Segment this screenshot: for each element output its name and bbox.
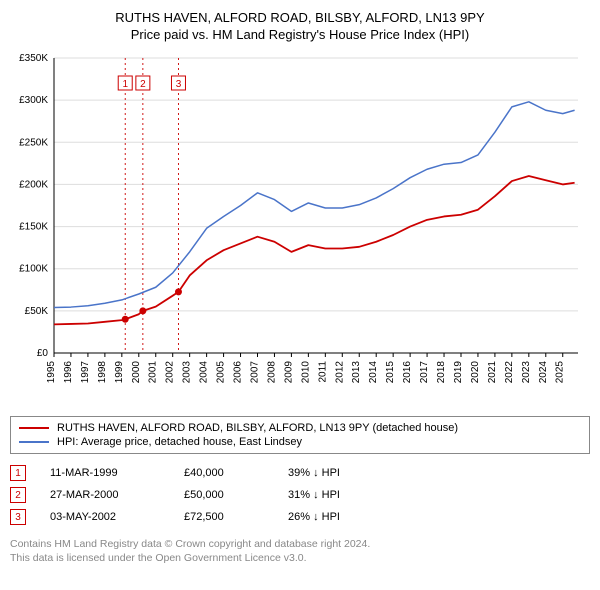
x-tick-label: 2021 (487, 361, 498, 384)
x-tick-label: 2005 (216, 361, 227, 384)
x-tick-label: 2017 (419, 361, 430, 384)
marker-date: 27-MAR-2000 (50, 489, 160, 501)
y-tick-label: £250K (19, 137, 48, 148)
x-tick-label: 2001 (148, 361, 159, 384)
y-tick-label: £350K (19, 53, 48, 64)
marker-price: £40,000 (184, 467, 264, 479)
x-tick-label: 2024 (538, 361, 549, 384)
marker-price: £50,000 (184, 489, 264, 501)
x-tick-label: 1999 (114, 361, 125, 384)
x-tick-label: 2015 (385, 361, 396, 384)
x-tick-label: 2011 (317, 361, 328, 383)
x-tick-label: 1995 (46, 361, 57, 384)
marker-row: 3 03-MAY-2002 £72,500 26% ↓ HPI (10, 506, 590, 528)
event-label-number: 3 (176, 79, 182, 90)
marker-diff: 26% ↓ HPI (288, 511, 340, 523)
legend-swatch (19, 427, 49, 429)
title-block: RUTHS HAVEN, ALFORD ROAD, BILSBY, ALFORD… (10, 10, 590, 42)
markers-table: 1 11-MAR-1999 £40,000 39% ↓ HPI 2 27-MAR-2000… (10, 462, 590, 528)
x-tick-label: 2007 (249, 361, 260, 384)
x-tick-label: 2008 (266, 361, 277, 384)
line-chart-svg: £0 £50K £100K £150K £200K £250K £300K £350K 1 2 3 1… (10, 48, 590, 408)
x-tick-label: 2013 (351, 361, 362, 384)
event-label-number: 1 (122, 79, 128, 90)
marker-number-box: 1 (10, 465, 26, 481)
legend-label: HPI: Average price, detached house, East… (57, 436, 302, 448)
x-tick-label: 2020 (470, 361, 481, 384)
chart-area: £0 £50K £100K £150K £200K £250K £300K £350K 1 2 3 1… (10, 48, 590, 408)
x-tick-label: 2000 (131, 361, 142, 384)
marker-row: 1 11-MAR-1999 £40,000 39% ↓ HPI (10, 462, 590, 484)
series-hpi (54, 102, 575, 308)
legend: RUTHS HAVEN, ALFORD ROAD, BILSBY, ALFORD… (10, 416, 590, 454)
x-tick-label: 2012 (334, 361, 345, 384)
marker-date: 03-MAY-2002 (50, 511, 160, 523)
x-tick-label: 1998 (97, 361, 108, 384)
legend-item: HPI: Average price, detached house, East… (19, 435, 581, 449)
attribution-line2: This data is licensed under the Open Gov… (10, 552, 590, 566)
marker-diff: 39% ↓ HPI (288, 467, 340, 479)
x-tick-label: 2014 (368, 361, 379, 384)
x-tick-label: 2010 (300, 361, 311, 384)
y-tick-label: £150K (19, 222, 48, 233)
x-tick-label: 2018 (436, 361, 447, 384)
series-property (54, 176, 575, 324)
y-tick-label: £0 (37, 348, 49, 359)
x-tick-label: 2006 (233, 361, 244, 384)
x-tick-label: 2023 (521, 361, 532, 384)
y-tick-label: £200K (19, 179, 48, 190)
marker-price: £72,500 (184, 511, 264, 523)
title-subtitle: Price paid vs. HM Land Registry's House … (10, 27, 590, 42)
x-tick-label: 2019 (453, 361, 464, 384)
event-label-number: 2 (140, 79, 146, 90)
marker-date: 11-MAR-1999 (50, 467, 160, 479)
x-tick-label: 2002 (165, 361, 176, 384)
marker-number-box: 3 (10, 509, 26, 525)
x-tick-label: 2022 (504, 361, 515, 384)
marker-row: 2 27-MAR-2000 £50,000 31% ↓ HPI (10, 484, 590, 506)
x-tick-label: 2025 (555, 361, 566, 384)
attribution-line1: Contains HM Land Registry data © Crown c… (10, 538, 590, 552)
x-tick-label: 2009 (283, 361, 294, 384)
y-tick-label: £100K (19, 264, 48, 275)
marker-number-box: 2 (10, 487, 26, 503)
legend-label: RUTHS HAVEN, ALFORD ROAD, BILSBY, ALFORD… (57, 422, 458, 434)
y-tick-label: £300K (19, 95, 48, 106)
legend-swatch (19, 441, 49, 443)
x-tick-label: 2003 (182, 361, 193, 384)
attribution: Contains HM Land Registry data © Crown c… (10, 538, 590, 565)
legend-item: RUTHS HAVEN, ALFORD ROAD, BILSBY, ALFORD… (19, 421, 581, 435)
y-tick-label: £50K (25, 306, 49, 317)
x-tick-label: 2016 (402, 361, 413, 384)
x-tick-label: 1997 (80, 361, 91, 384)
title-address: RUTHS HAVEN, ALFORD ROAD, BILSBY, ALFORD… (10, 10, 590, 25)
marker-diff: 31% ↓ HPI (288, 489, 340, 501)
x-tick-label: 2004 (199, 361, 210, 384)
x-tick-label: 1996 (63, 361, 74, 384)
chart-container: RUTHS HAVEN, ALFORD ROAD, BILSBY, ALFORD… (10, 10, 590, 565)
